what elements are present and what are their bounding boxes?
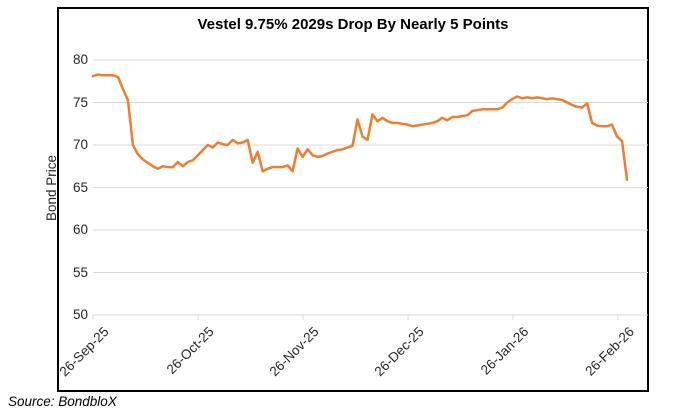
y-tick-label-50: 50 bbox=[72, 307, 88, 322]
y-tick-label-65: 65 bbox=[72, 179, 88, 195]
y-tick-label-60: 60 bbox=[72, 222, 88, 237]
y-tick-label-75: 75 bbox=[72, 94, 88, 110]
bond-price-series-line bbox=[91, 73, 629, 182]
y-tick-label-70: 70 bbox=[72, 137, 88, 152]
y-tick-label-80: 80 bbox=[72, 52, 88, 67]
chart-frame bbox=[57, 7, 649, 392]
chart-title: Vestel 9.75% 2029s Drop By Nearly 5 Poin… bbox=[197, 16, 509, 33]
y-tick-label-55: 55 bbox=[72, 264, 88, 280]
x-axis-ticks-group bbox=[92, 315, 619, 320]
gridlines-group bbox=[93, 59, 648, 316]
source-note: Source: BondbloX bbox=[8, 394, 117, 409]
